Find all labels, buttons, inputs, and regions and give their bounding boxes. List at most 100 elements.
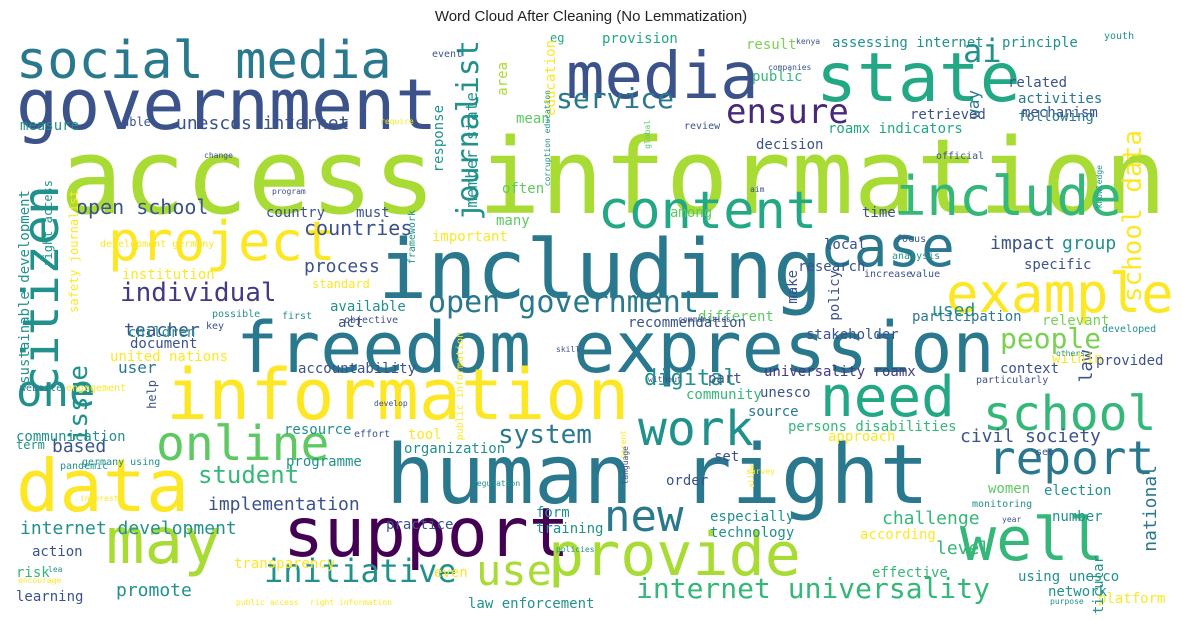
word-71: activities [1018,91,1103,107]
word-181: others [1056,349,1085,358]
word-42: student [198,461,300,489]
word-176: communities [678,315,731,324]
word-76: result [746,37,797,53]
word-35: individual [120,278,277,308]
word-25: online [156,416,330,472]
word-90: stakeholder [806,327,899,343]
word-6: ai [963,32,1002,70]
word-58: level [936,538,991,559]
word-63: member state [462,92,481,208]
word-77: public [752,69,803,85]
word-182: developed [1102,324,1157,335]
word-124: transparency [234,556,336,572]
word-133: different [698,309,774,325]
word-162: review [684,121,721,132]
word-164: global [643,120,652,149]
word-119: platform [1098,591,1166,607]
word-132: act [338,315,364,331]
word-167: focus [896,234,927,245]
word-53: group [1062,233,1117,254]
word-101: part [708,371,742,387]
word-32: service [556,82,675,115]
word-41: civil society [960,426,1101,447]
word-9: freedom expression [236,307,995,389]
word-44: open school [76,195,209,219]
word-7: including [378,223,823,318]
word-38: people [1000,322,1102,355]
word-196: right information [310,598,392,607]
word-39: system [498,420,592,450]
word-103: organization [404,441,506,457]
word-91: participation [912,309,1022,325]
word-184: develop [374,399,408,408]
word-121: effective [872,565,948,581]
word-29: new [604,491,684,542]
word-131: available [330,299,406,315]
word-20: support [283,494,570,573]
word-127: learning [16,589,84,605]
word-1: information [478,116,1167,238]
word-169: increase [864,269,913,280]
word-189: allow [747,464,756,489]
word-194: lea [48,565,63,574]
word-4: media [566,40,759,114]
word-111: practice [386,517,454,533]
word-cloud: access information government social media m… [8,30,1174,616]
word-148: pandemic [60,461,109,472]
word-92: relevant [1042,313,1110,329]
word-171: framework [407,210,418,265]
word-33: school data [1118,130,1148,303]
word-70: mechanism [1022,105,1098,121]
word-5: state [816,39,1021,118]
word-165: aim [750,185,765,194]
word-185: effort [354,429,391,440]
word-116: number [1052,509,1103,525]
word-192: interest [80,494,119,503]
word-24: work [638,401,754,457]
word-108: according [860,527,936,543]
word-139: among [670,205,713,221]
word-115: women [988,481,1031,497]
word-16: need [820,365,955,430]
word-85: local [824,237,867,253]
word-99: approach [828,429,896,445]
word-106: especially [710,509,795,525]
word-107: technology [710,525,795,541]
word-88: policy [827,270,843,321]
word-98: persons disabilities [788,419,957,435]
word-21: provide [548,520,801,590]
word-142: communication [16,429,126,445]
word-136: country [266,205,326,221]
word-160: youth [1104,31,1135,42]
word-175: key [206,321,225,332]
word-174: possible [212,309,261,320]
word-155: change [204,151,233,160]
word-199: monitoring [972,499,1033,510]
word-180: particularly [976,375,1049,386]
word-0: access [60,116,436,238]
word-93: within [1052,351,1103,367]
word-15: example [946,262,1174,325]
word-72: related [1008,75,1068,91]
word-197: purpose [1050,597,1084,606]
word-51: process [304,256,380,277]
word-2: government [16,64,438,146]
word-17: school [983,386,1157,442]
word-178: skill [556,345,581,354]
word-145: safety journalist [67,190,81,313]
word-37: initiative [264,552,457,590]
word-19: may [106,505,222,579]
word-110: form [536,505,570,521]
word-86: research [798,259,866,275]
word-114: election [1044,483,1112,499]
word-112: resource [284,422,352,438]
word-126: risk [16,565,50,581]
word-109: training [536,521,604,537]
word-22: well [960,505,1105,575]
word-117: using unesco [1018,569,1120,585]
word-57: challenge [882,508,980,529]
word-188: survey [746,467,775,476]
word-173: objective [344,315,399,326]
word-83: able [122,115,151,129]
word-146: help [145,380,159,409]
